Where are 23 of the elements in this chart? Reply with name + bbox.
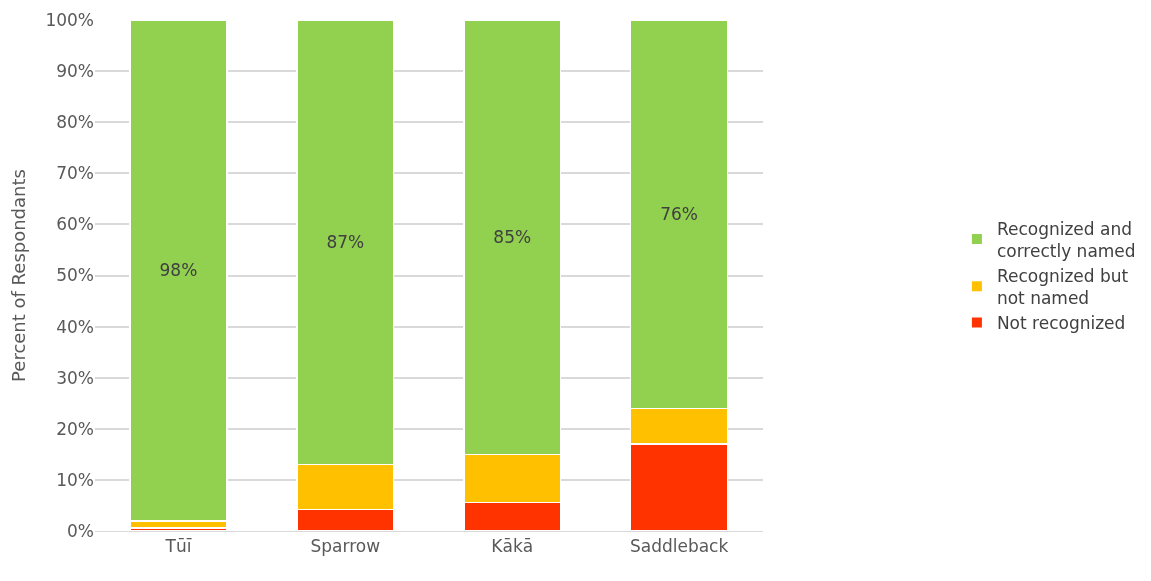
y-tick-label: 100% [45, 9, 94, 30]
legend-label: Recognized but not named [996, 265, 1129, 308]
y-tick-label: 10% [56, 469, 94, 490]
x-tick-label: Kākā [491, 536, 534, 557]
y-tick-label: 50% [56, 265, 94, 286]
x-tick-label: Saddleback [629, 536, 729, 557]
y-tick-label: 70% [56, 163, 94, 184]
legend-label: Recognized and correctly named [996, 218, 1136, 261]
y-tick-label: 80% [56, 112, 94, 133]
y-tick-label: 0% [67, 520, 94, 541]
data-label: 85% [493, 227, 532, 248]
y-tick-label: 20% [56, 418, 94, 439]
x-tick-label: Tūī [164, 536, 192, 557]
data-label: 87% [326, 232, 365, 253]
y-tick-label: 40% [56, 316, 94, 337]
y-tick-label: 60% [56, 214, 94, 235]
data-label: 98% [159, 260, 198, 281]
y-axis-title: Percent of Respondants [7, 169, 29, 382]
y-tick-label: 30% [56, 367, 94, 388]
x-tick-label: Sparrow [310, 536, 381, 557]
data-label: 76% [660, 204, 698, 225]
legend-label: Not recognized [996, 313, 1126, 334]
y-tick-label: 90% [56, 61, 94, 82]
